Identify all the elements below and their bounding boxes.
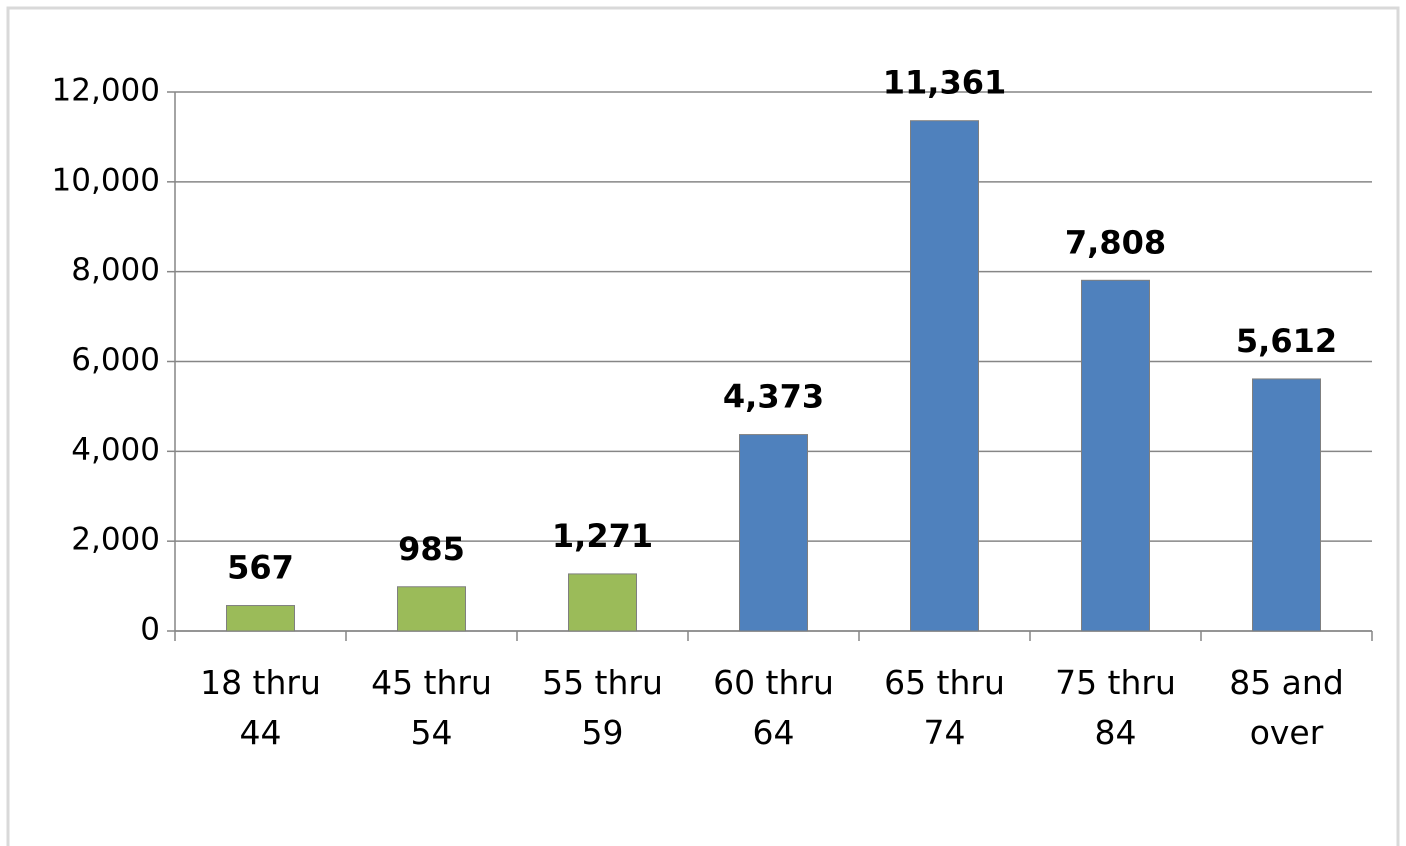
bar: [226, 605, 295, 632]
chart-border: [6, 6, 1400, 846]
x-tick-label: 75 thru 84: [1055, 663, 1176, 752]
value-label: 7,808: [1065, 223, 1166, 261]
y-tick-label: 8,000: [71, 252, 160, 288]
x-tick-label: 18 thru 44: [200, 663, 321, 752]
x-tick-label: 45 thru 54: [371, 663, 492, 752]
bar: [910, 120, 979, 632]
value-label: 567: [227, 549, 294, 587]
bar: [1252, 378, 1321, 632]
value-label: 4,373: [723, 378, 824, 416]
value-label: 11,361: [883, 64, 1006, 102]
y-tick-label: 2,000: [71, 522, 160, 558]
x-tick-label: 60 thru 64: [713, 663, 834, 752]
x-tick-label: 65 thru 74: [884, 663, 1005, 752]
y-tick-label: 10,000: [52, 162, 160, 198]
x-tick-label: 55 thru 59: [542, 663, 663, 752]
x-tick-label: 85 and over: [1229, 663, 1344, 752]
value-label: 1,271: [552, 517, 653, 555]
y-tick-label: 6,000: [71, 342, 160, 378]
bar: [397, 586, 466, 632]
bar: [568, 573, 637, 632]
y-tick-label: 4,000: [71, 432, 160, 468]
y-tick-label: 12,000: [52, 73, 160, 109]
bar: [1081, 279, 1150, 632]
value-label: 5,612: [1236, 322, 1337, 360]
bar: [739, 434, 808, 632]
y-tick-label: 0: [140, 612, 160, 648]
value-label: 985: [398, 530, 465, 568]
